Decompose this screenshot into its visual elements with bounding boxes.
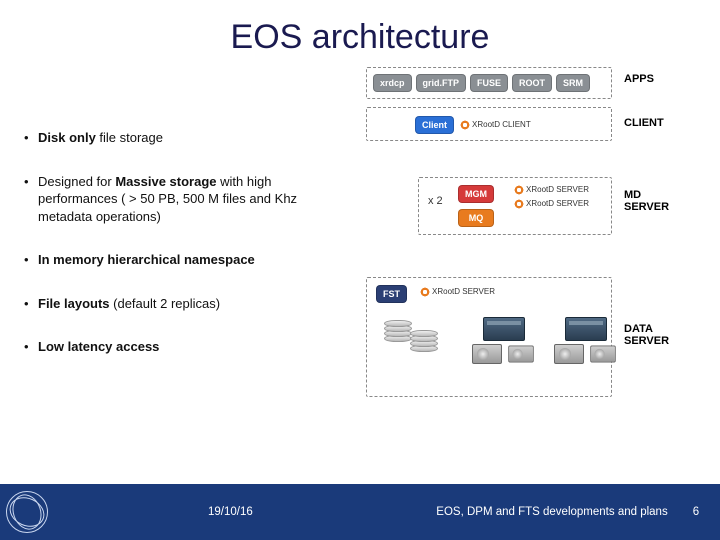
client-pill: Client <box>415 116 454 134</box>
bullet-item: File layouts (default 2 replicas) <box>24 295 354 313</box>
bullet-item: Low latency access <box>24 338 354 356</box>
app-pill: SRM <box>556 74 590 92</box>
xrootd-client-icon: XRootD CLIENT <box>460 120 531 130</box>
server-cluster <box>472 317 618 364</box>
slide-title: EOS architecture <box>0 0 720 67</box>
app-pill: FUSE <box>470 74 508 92</box>
md-label: MD SERVER <box>624 189 684 213</box>
architecture-diagram: xrdcp grid.FTP FUSE ROOT SRM APPS Client… <box>366 67 696 427</box>
slide-footer: 19/10/16 EOS, DPM and FTS developments a… <box>0 484 720 540</box>
fst-pill: FST <box>376 285 407 303</box>
xrootd-server-icon: XRootD SERVER <box>420 287 495 297</box>
disk-stack-icon <box>410 327 438 367</box>
bullet-item: In memory hierarchical namespace <box>24 251 354 269</box>
server-node-icon <box>472 317 536 364</box>
cern-logo-icon <box>6 491 48 533</box>
client-box: Client XRootD CLIENT <box>366 107 612 141</box>
apps-box: xrdcp grid.FTP FUSE ROOT SRM <box>366 67 612 99</box>
footer-caption: EOS, DPM and FTS developments and plans <box>432 506 672 518</box>
xrootd-server-icon: XRootD SERVER <box>514 199 589 209</box>
xrootd-server-icon: XRootD SERVER <box>514 185 589 195</box>
disk-stack-icon <box>384 317 412 357</box>
mgm-pill: MGM <box>458 185 494 203</box>
footer-page-number: 6 <box>672 506 720 518</box>
apps-label: APPS <box>624 73 654 85</box>
bullet-list: Disk only file storage Designed for Mass… <box>24 67 354 427</box>
app-pill: xrdcp <box>373 74 412 92</box>
data-label: DATA SERVER <box>624 323 684 347</box>
app-pill: ROOT <box>512 74 552 92</box>
server-node-icon <box>554 317 618 364</box>
app-pill: grid.FTP <box>416 74 467 92</box>
bullet-item: Disk only file storage <box>24 129 354 147</box>
mq-pill: MQ <box>458 209 494 227</box>
client-label: CLIENT <box>624 117 664 129</box>
footer-date: 19/10/16 <box>208 506 253 518</box>
x2-label: x 2 <box>428 195 443 207</box>
bullet-item: Designed for Massive storage with high p… <box>24 173 354 226</box>
